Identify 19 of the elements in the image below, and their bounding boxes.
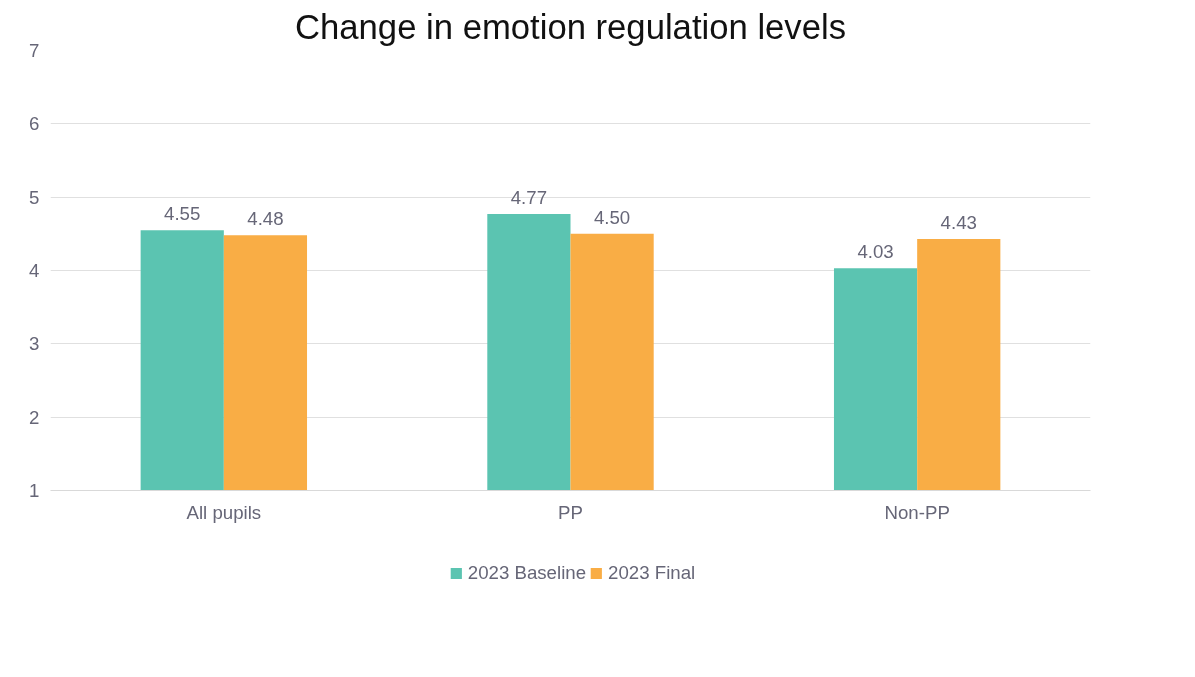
legend-label: 2023 Baseline [467, 561, 587, 584]
y-tick-label: 1 [29, 480, 40, 501]
text: 4.03 [857, 241, 894, 263]
x-tick-label: All pupils [186, 501, 262, 523]
y-tick-label: 6 [29, 113, 40, 135]
text: 4.55 [164, 203, 201, 225]
y-tick-label: 5 [29, 186, 40, 208]
legend-label: 2023 Final [608, 561, 696, 584]
y-tick-label: 7 [29, 40, 40, 61]
x-tick-label: PP [558, 501, 583, 523]
x-tick-label: Non-PP [884, 501, 950, 523]
text: 4.48 [247, 208, 284, 230]
text: 4.43 [940, 211, 977, 233]
chart-title: Change in emotion regulation levels [295, 7, 846, 46]
text: 4.50 [593, 206, 631, 228]
y-tick-label: 2 [29, 406, 40, 428]
y-tick-label: 3 [29, 333, 40, 355]
text: 4.77 [510, 187, 548, 209]
y-tick-label: 4 [29, 260, 40, 281]
